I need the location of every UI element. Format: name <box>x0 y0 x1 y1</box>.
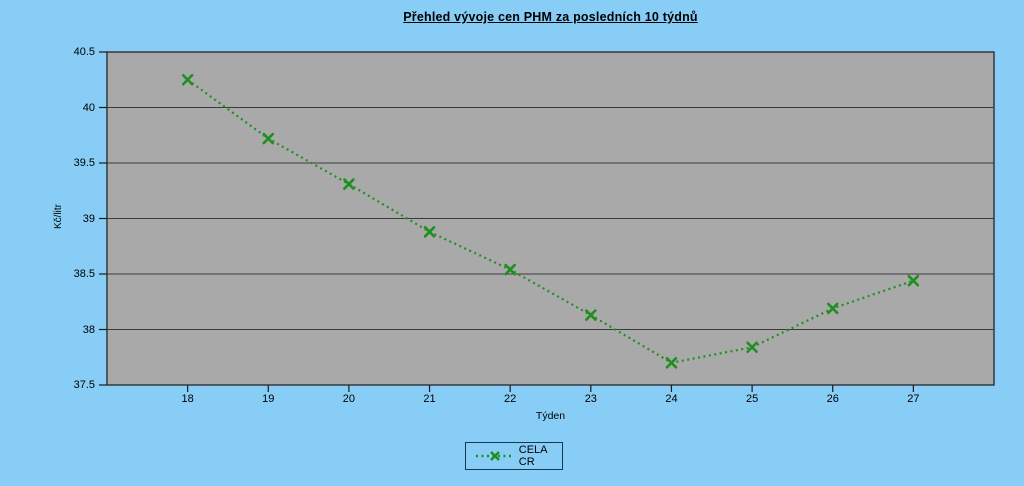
x-tick-label: 24 <box>665 393 678 405</box>
data-point-marker <box>746 341 758 354</box>
data-point-marker <box>181 73 194 86</box>
data-point-marker <box>826 302 839 315</box>
x-tick-label: 23 <box>584 393 597 405</box>
y-tick-label: 38.5 <box>73 268 95 280</box>
data-point-marker <box>343 178 355 190</box>
y-tick-label: 40 <box>82 101 95 114</box>
y-tick-label: 38 <box>82 323 95 336</box>
data-point-marker <box>504 263 516 276</box>
y-tick-label: 40.5 <box>73 46 95 58</box>
legend-line-sample-icon <box>476 451 512 461</box>
x-tick-label: 21 <box>423 393 436 405</box>
data-point-marker <box>585 309 597 321</box>
x-tick-label: 25 <box>745 393 759 405</box>
series-line <box>186 78 914 364</box>
x-tick-label: 18 <box>181 393 194 405</box>
x-tick-label: 20 <box>342 393 356 405</box>
data-point-marker <box>907 274 920 287</box>
y-tick-label: 39.5 <box>73 157 95 169</box>
legend: CELA CR <box>465 442 563 470</box>
data-point-marker <box>262 132 275 145</box>
legend-series-label: CELA CR <box>518 444 547 468</box>
x-tick-label: 27 <box>907 393 920 405</box>
x-axis-title: Týden <box>535 410 566 422</box>
y-axis-title: Kč/litr <box>53 204 64 229</box>
chart-title: Přehled vývoje cen PHM za posledních 10 … <box>403 10 698 24</box>
y-tick-label: 39 <box>82 212 95 225</box>
x-tick-label: 26 <box>826 393 839 405</box>
x-tick-label: 22 <box>504 393 517 405</box>
data-point-marker <box>423 226 436 238</box>
y-tick-label: 37.5 <box>73 379 95 391</box>
x-tick-label: 19 <box>262 393 275 405</box>
data-point-marker <box>665 357 678 369</box>
